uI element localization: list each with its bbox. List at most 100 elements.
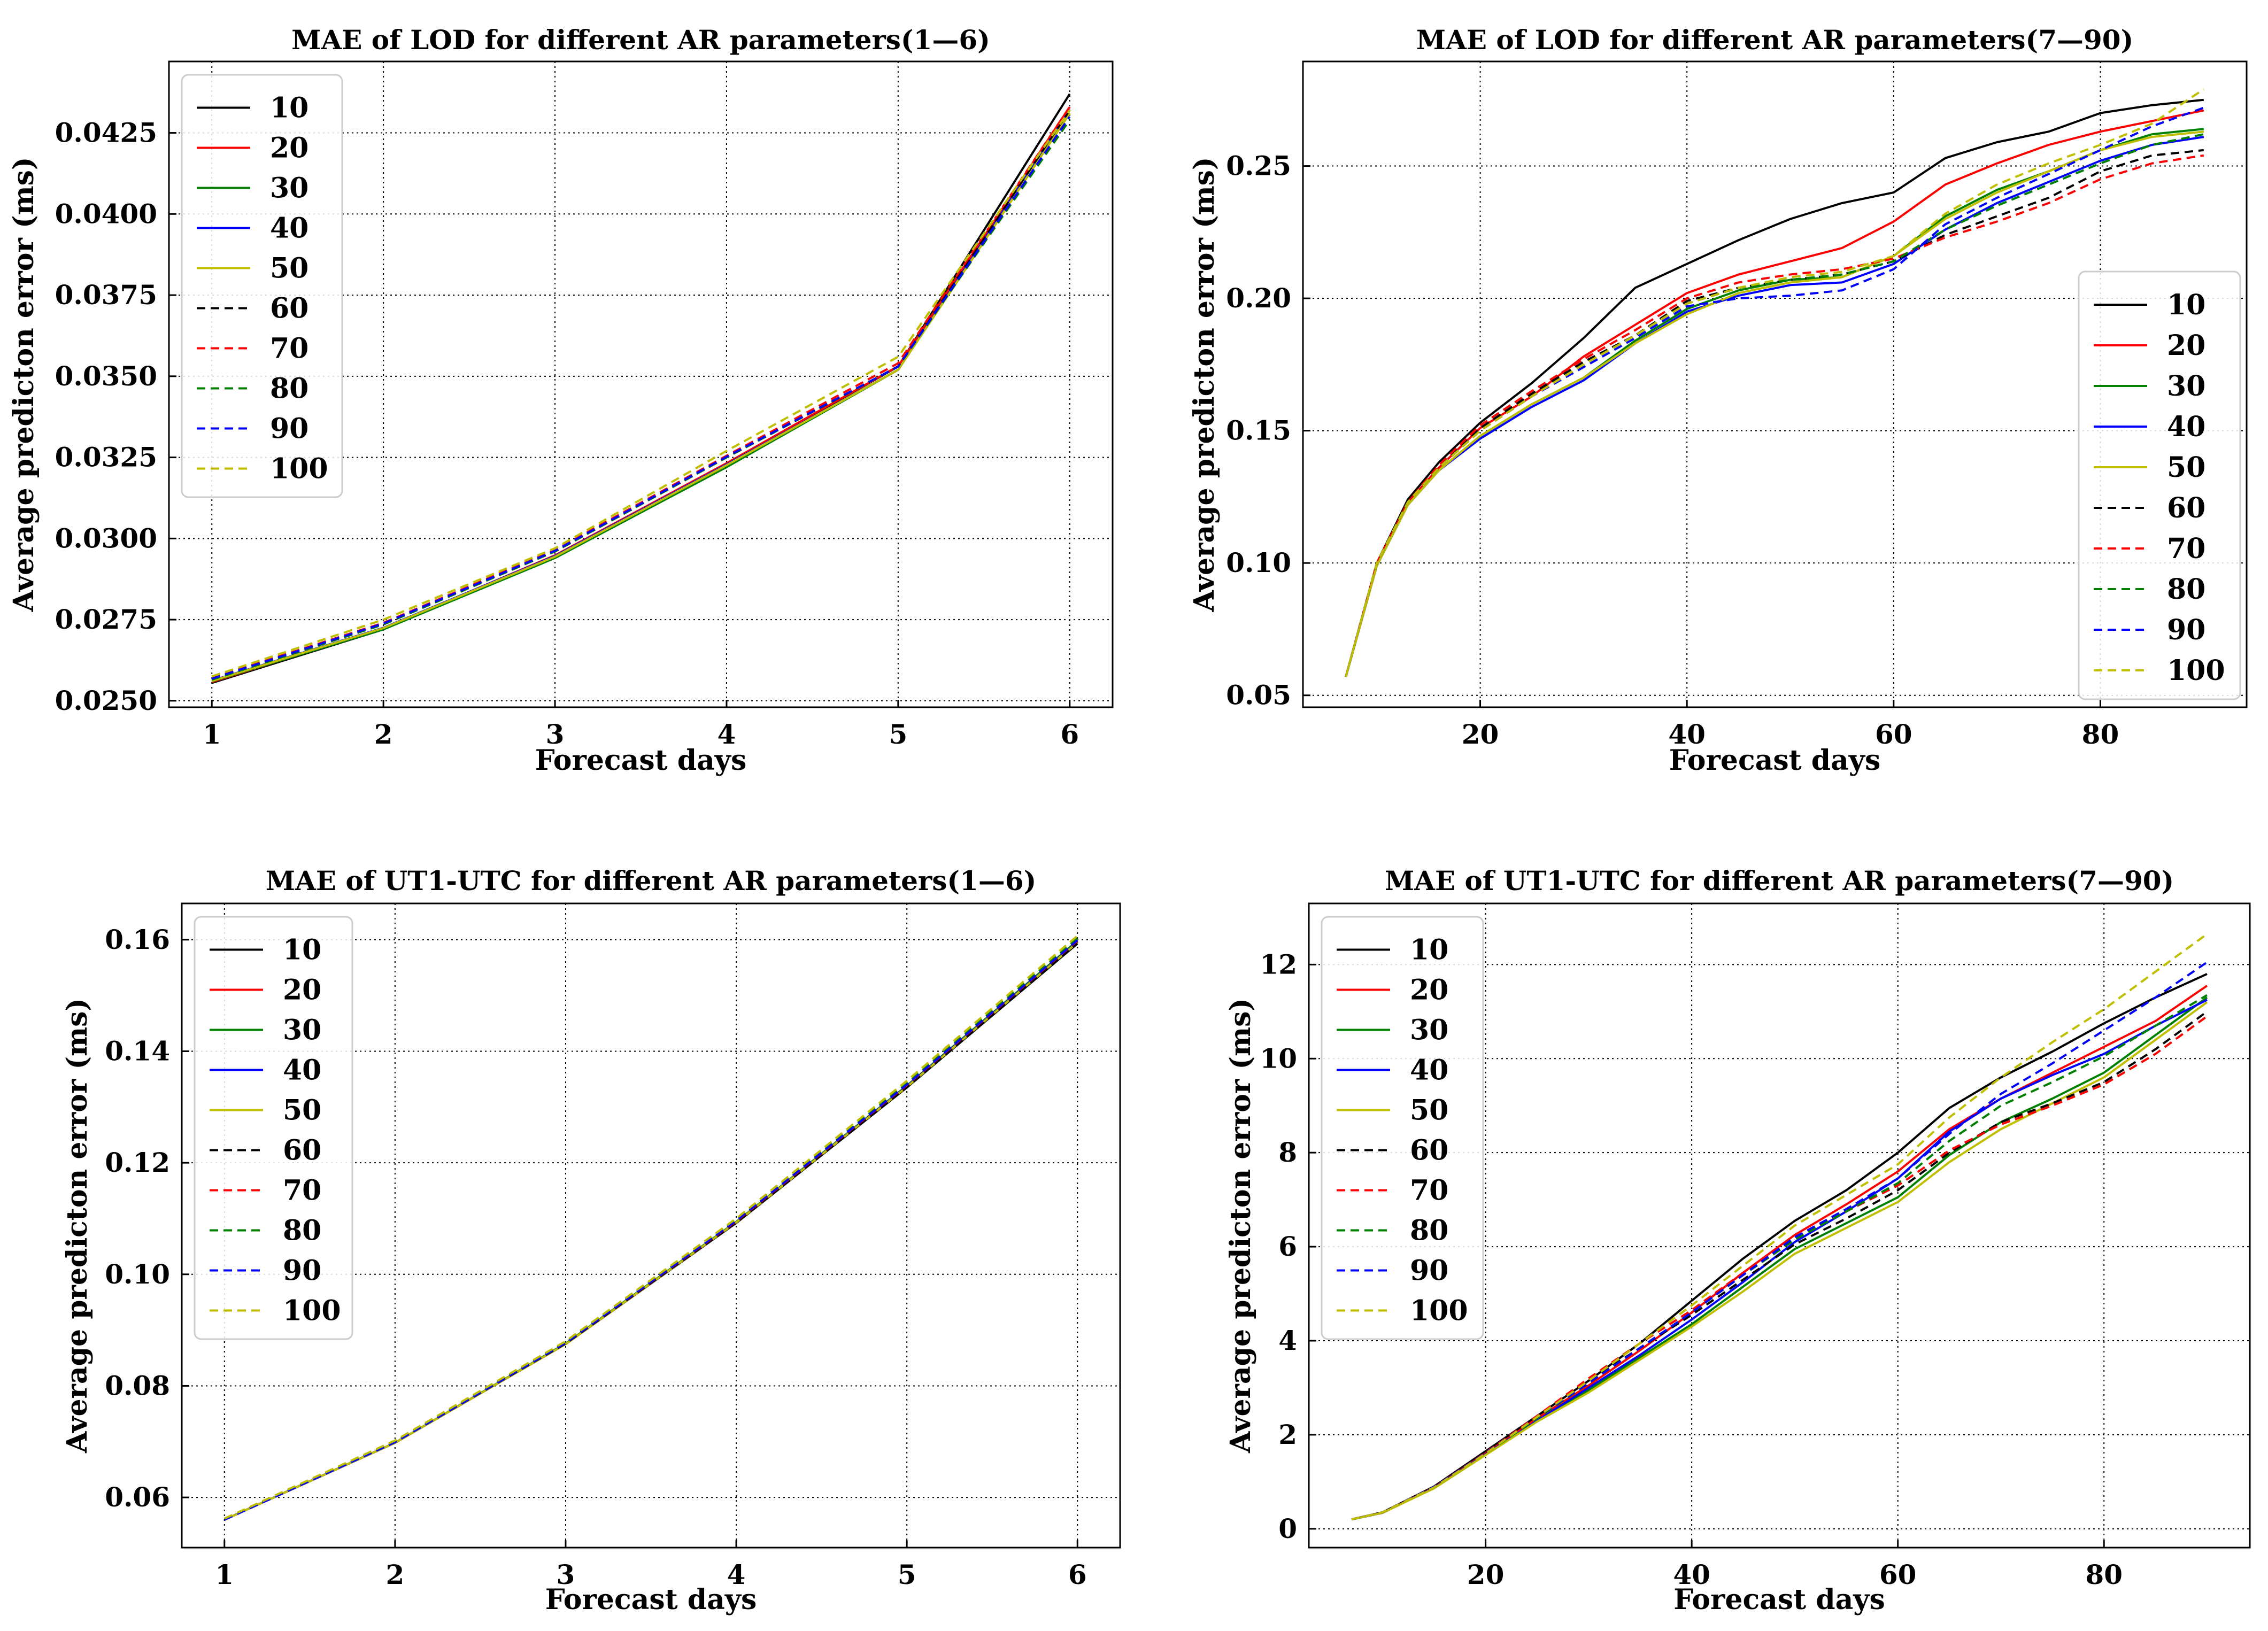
series-line-50	[1345, 130, 2204, 677]
legend-label-10: 10	[283, 934, 321, 967]
y-tick-label: 0.06	[105, 1481, 170, 1513]
y-tick-label: 4	[1278, 1325, 1297, 1356]
y-axis-label: Average predicton error (ms)	[1188, 157, 1221, 613]
legend-label-60: 60	[283, 1134, 321, 1167]
x-tick-label: 80	[2085, 1559, 2123, 1590]
series-line-90	[1345, 106, 2204, 677]
legend-label-60: 60	[1410, 1134, 1448, 1167]
legend-label-90: 90	[2167, 614, 2205, 646]
legend-label-50: 50	[1410, 1094, 1448, 1127]
y-tick-label: 0.05	[1226, 679, 1291, 711]
y-tick-label: 0.12	[105, 1147, 170, 1178]
legend-label-100: 100	[270, 453, 328, 485]
x-tick-label: 5	[898, 1559, 916, 1590]
legend-box	[181, 74, 343, 498]
y-tick-label: 0.25	[1226, 150, 1291, 182]
x-tick-label: 1	[203, 718, 221, 750]
x-tick-label: 1	[215, 1559, 234, 1590]
chart-panel-lod-7-90: 20 40 60 80 0.05 0.10 0.15 0.20 0.25 MAE of LOD …	[1188, 24, 2248, 777]
y-tick-label: 0.20	[1226, 282, 1291, 314]
legend-label-70: 70	[283, 1174, 321, 1207]
legend-label-100: 100	[1410, 1295, 1468, 1327]
legend-label-80: 80	[270, 373, 308, 405]
legend-label-10: 10	[1410, 934, 1448, 967]
x-tick-label: 4	[727, 1559, 746, 1590]
x-tick-label: 3	[546, 718, 565, 750]
y-tick-label: 0.0400	[55, 198, 157, 229]
series-line-70	[1345, 154, 2204, 677]
x-tick-label: 20	[1467, 1559, 1505, 1590]
legend-label-40: 40	[2167, 411, 2205, 443]
y-tick-label: 2	[1278, 1419, 1297, 1450]
series-line-90	[223, 939, 1078, 1521]
legend: 10 20 30 40 50 60 70 80 90 100	[194, 916, 353, 1340]
chart-title: MAE of LOD for different AR parameters(7…	[1416, 24, 2133, 56]
x-tick-label: 5	[889, 718, 907, 750]
legend-label-40: 40	[1410, 1054, 1448, 1087]
legend-label-30: 30	[2167, 370, 2205, 403]
legend-label-10: 10	[270, 92, 308, 125]
legend-label-60: 60	[270, 292, 308, 325]
legend: 10 20 30 40 50 60 70 80 90 100	[181, 74, 343, 498]
x-tick-label: 60	[1875, 718, 1912, 750]
legend: 10 20 30 40 50 60 70 80 90 100	[1321, 916, 1484, 1340]
x-tick-label: 80	[2082, 718, 2119, 750]
x-axis-label: Forecast days	[545, 1583, 757, 1616]
chart-title: MAE of UT1-UTC for different AR paramete…	[266, 865, 1037, 896]
legend-label-50: 50	[270, 252, 308, 285]
legend-label-40: 40	[270, 212, 308, 245]
y-tick-label: 0.0250	[55, 685, 157, 716]
x-tick-label: 20	[1462, 718, 1499, 750]
legend: 10 20 30 40 50 60 70 80 90 100	[2078, 270, 2241, 700]
series-line-50	[211, 112, 1071, 682]
x-axis-label: Forecast days	[1669, 744, 1881, 777]
y-tick-label: 10	[1260, 1042, 1297, 1074]
chart-title: MAE of UT1-UTC for different AR paramete…	[1385, 865, 2174, 896]
x-tick-label: 40	[1673, 1559, 1710, 1590]
x-axis-label: Forecast days	[535, 744, 747, 777]
series-line-20	[1345, 109, 2204, 677]
y-tick-label: 0.16	[105, 924, 170, 955]
legend-label-80: 80	[283, 1215, 321, 1247]
legend-label-40: 40	[283, 1054, 321, 1087]
x-tick-label: 6	[1068, 1559, 1087, 1590]
x-tick-label: 2	[374, 718, 393, 750]
y-axis-label: Average predicton error (ms)	[7, 157, 40, 613]
legend-label-30: 30	[270, 172, 308, 205]
plot-frame	[1308, 902, 2251, 1549]
y-tick-label: 0.15	[1226, 415, 1291, 446]
y-axis-label: Average predicton error (ms)	[61, 998, 94, 1454]
legend-label-90: 90	[1410, 1255, 1448, 1287]
x-tick-label: 3	[557, 1559, 575, 1590]
legend-label-90: 90	[270, 413, 308, 445]
x-axis-label: Forecast days	[1673, 1583, 1885, 1616]
legend-box	[1321, 916, 1484, 1340]
y-tick-label: 0.10	[1226, 547, 1291, 578]
y-tick-label: 0	[1278, 1513, 1297, 1544]
series-line-90	[211, 116, 1071, 680]
y-tick-label: 0.0350	[55, 360, 157, 392]
legend-box	[194, 916, 353, 1340]
legend-label-100: 100	[2167, 654, 2225, 687]
y-tick-label: 0.0300	[55, 522, 157, 554]
legend-label-80: 80	[2167, 573, 2205, 606]
y-axis-label: Average predicton error (ms)	[1224, 998, 1257, 1454]
plot-frame	[181, 902, 1121, 1549]
legend-label-70: 70	[1410, 1174, 1448, 1207]
series-line-10	[1345, 98, 2204, 677]
chart-panel-ut1-7-90: 20 40 60 80 0 2 4 6 8 10 12 MAE of UT1-UTC for dif…	[1224, 865, 2251, 1616]
legend-label-50: 50	[283, 1094, 321, 1127]
series-line-100	[211, 109, 1071, 678]
x-tick-label: 4	[718, 718, 736, 750]
legend-label-10: 10	[2167, 289, 2205, 321]
plot-frame	[1302, 60, 2248, 708]
series-line-100	[223, 934, 1078, 1520]
series-line-100	[1345, 88, 2204, 677]
x-tick-label: 6	[1060, 718, 1079, 750]
legend-label-50: 50	[2167, 451, 2205, 484]
y-tick-label: 0.0425	[55, 117, 157, 149]
x-tick-label: 2	[385, 1559, 404, 1590]
y-tick-label: 8	[1278, 1137, 1297, 1168]
y-tick-label: 12	[1260, 948, 1297, 980]
